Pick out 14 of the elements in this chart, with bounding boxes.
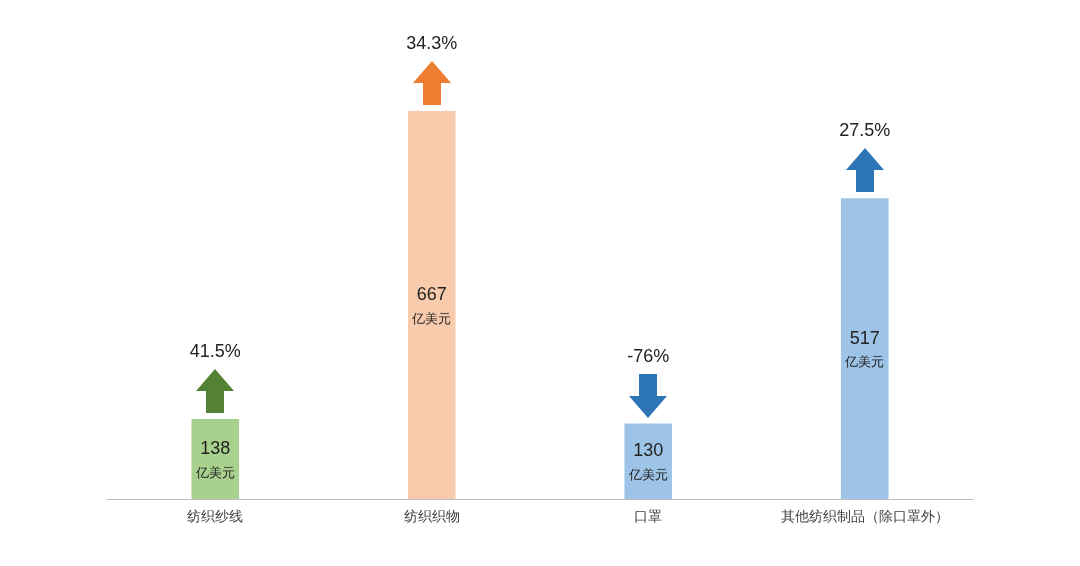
data-label: 667 亿美元 (411, 284, 452, 326)
annotation: 27.5% (839, 120, 891, 141)
data-label: 138 亿美元 (194, 438, 235, 480)
x-tick-label: 其他纺织制品（除口罩外） (780, 508, 949, 525)
x-tick-label: 纺织纱线 (187, 508, 244, 525)
x-tick-label: 口罩 (634, 508, 663, 525)
x-tick-label: 纺织织物 (403, 508, 460, 525)
text: 34.3% (406, 33, 458, 54)
annotation: 41.5% (189, 340, 241, 361)
data-label: 130 亿美元 (627, 440, 668, 482)
bar (407, 111, 456, 500)
data-label: 517 亿美元 (844, 327, 885, 370)
annotation: -76% (627, 345, 670, 366)
bar (840, 198, 889, 500)
